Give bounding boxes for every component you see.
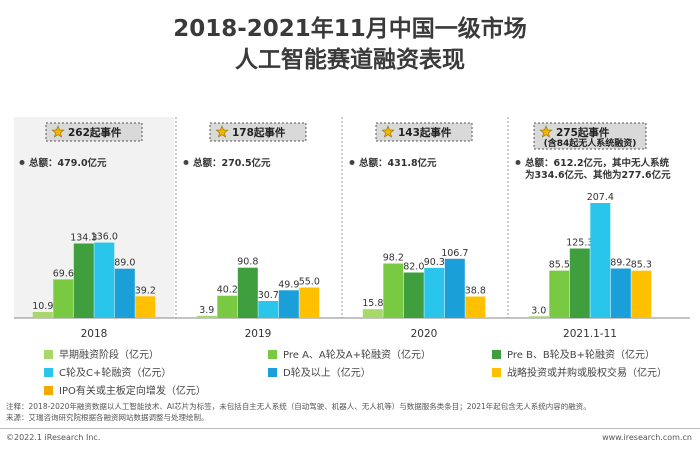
total-text-1: 总额：270.5亿元: [193, 157, 271, 169]
data-label-3-1: 30.7: [258, 290, 279, 301]
event-count-1: 178起事件: [232, 126, 286, 139]
event-box-2: [375, 122, 473, 142]
data-label-1-3: 85.5: [549, 260, 570, 271]
event-box-1: [209, 122, 307, 142]
bar-0-1: [196, 315, 217, 318]
footer-divider: [0, 428, 700, 429]
bar-5-0: [135, 296, 156, 318]
data-label-4-1: 49.9: [278, 279, 299, 290]
data-label-2-2: 82.0: [403, 262, 424, 273]
source-line: 来源：艾瑞咨询研究院根据各融资网站数据调整与处理绘制。: [6, 413, 209, 422]
data-label-0-3: 3.0: [531, 305, 546, 316]
total-bullet-2: [349, 160, 355, 165]
bar-3-2: [424, 267, 445, 318]
data-label-5-3: 85.3: [631, 260, 652, 271]
website: www.iresearch.com.cn: [602, 433, 692, 442]
data-label-3-0: 136.0: [91, 232, 118, 243]
total-text-3: 为334.6亿元、其他为277.6亿元: [525, 169, 671, 181]
bar-1-2: [383, 263, 404, 318]
bar-1-0: [53, 279, 74, 318]
data-label-3-2: 90.3: [424, 257, 445, 268]
event-box-0: [45, 122, 143, 142]
bar-2-0: [73, 243, 94, 318]
notes: 注释：2018-2020年融资数据以人工智能技术、AI芯片为标签，未包括自主无人…: [6, 401, 591, 423]
data-label-0-0: 10.9: [32, 301, 53, 312]
bar-5-1: [299, 287, 320, 318]
category-label-3: 2021.1-11: [563, 328, 617, 340]
data-label-5-1: 55.0: [299, 277, 320, 288]
total-bullet-1: [183, 160, 189, 165]
category-label-2: 2020: [411, 328, 438, 340]
data-label-4-0: 89.0: [114, 258, 135, 269]
bar-0-0: [32, 312, 53, 318]
total-text-3: 总额：612.2亿元，其中无人系统: [525, 157, 670, 169]
bar-3-3: [590, 203, 611, 318]
data-label-2-0: 134.3: [70, 233, 97, 244]
event-extra-3: (含84起无人系统融资): [544, 137, 637, 149]
event-box-3: [533, 122, 647, 150]
bar-0-3: [528, 316, 549, 318]
footer: ©2022.1 iResearch Inc. www.iresearch.com…: [0, 429, 700, 450]
bar-3-1: [258, 301, 279, 318]
category-label-0: 2018: [81, 328, 108, 340]
event-count-2: 143起事件: [398, 126, 452, 139]
category-label-1: 2019: [245, 328, 272, 340]
data-label-4-3: 89.2: [610, 258, 631, 269]
bar-3-0: [94, 242, 115, 318]
data-label-2-3: 125.3: [566, 238, 593, 249]
data-label-1-0: 69.6: [53, 268, 74, 279]
data-label-5-2: 38.8: [465, 286, 486, 297]
data-label-4-2: 106.7: [441, 248, 468, 259]
bar-4-1: [278, 290, 299, 318]
data-label-0-2: 15.8: [362, 298, 383, 309]
copyright: ©2022.1 iResearch Inc.: [6, 433, 101, 442]
total-text-2: 总额：431.8亿元: [359, 157, 437, 169]
bar-4-3: [610, 268, 631, 318]
bar-1-3: [549, 270, 570, 318]
total-bullet-0: [19, 160, 25, 165]
bar-4-2: [444, 258, 465, 318]
star-icon: [51, 125, 65, 138]
data-label-2-1: 90.8: [237, 257, 258, 268]
data-label-0-1: 3.9: [199, 305, 214, 316]
note-line: 注释：2018-2020年融资数据以人工智能技术、AI芯片为标签，未包括自主无人…: [6, 402, 591, 411]
star-icon: [381, 125, 395, 138]
event-count-3: 275起事件: [556, 126, 610, 139]
star-icon: [215, 125, 229, 138]
bar-2-3: [569, 248, 590, 318]
bar-5-3: [631, 270, 652, 318]
event-count-0: 262起事件: [68, 126, 122, 139]
star-icon: [539, 125, 553, 138]
total-bullet-3: [515, 160, 521, 165]
bar-2-1: [237, 267, 258, 318]
total-text-0: 总额：479.0亿元: [29, 157, 107, 169]
data-label-1-2: 98.2: [383, 253, 404, 264]
title-line-1: 2018-2021年11月中国一级市场: [173, 16, 527, 42]
bar-2-2: [403, 272, 424, 318]
data-label-5-0: 39.2: [135, 285, 156, 296]
bar-5-2: [465, 296, 486, 318]
title-line-2: 人工智能赛道融资表现: [235, 47, 465, 73]
bar-0-2: [362, 309, 383, 318]
bar-4-0: [114, 268, 135, 318]
panel-bg-0: [14, 117, 174, 318]
data-label-3-3: 207.4: [587, 192, 614, 203]
data-label-1-1: 40.2: [217, 285, 238, 296]
chart-title: 2018-2021年11月中国一级市场 人工智能赛道融资表现: [0, 14, 700, 76]
bar-1-1: [217, 295, 238, 318]
